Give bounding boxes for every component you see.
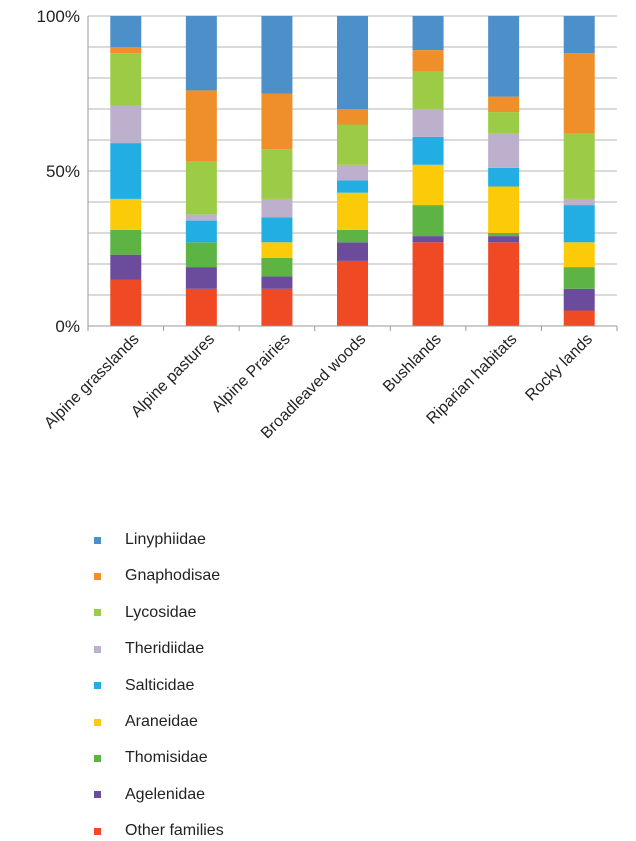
bar-segment-linyphiidae [185,16,217,91]
bar-segment-thomisidae [488,233,520,237]
bar-segment-theridiidae [488,133,520,168]
bar-segment-linyphiidae [337,16,368,109]
x-tick-label: Alpine pastures [128,331,218,421]
bar-segment-gnaphodisae [261,93,293,150]
bar-segment-other-families [185,288,217,326]
bar-segment-other-families [488,242,520,326]
bar-segment-linyphiidae [261,16,293,94]
bar-segment-lycosidae [261,149,293,199]
bar-segment-thomisidae [563,267,595,289]
bar-segment-other-families [110,279,142,326]
bar-segment-theridiidae [261,198,293,218]
bar-segment-salticidae [110,143,142,199]
bar-segment-agelenidae [185,267,217,289]
bar-segment-araneidae [337,192,368,230]
y-tick-labels: 0% 50% 100% [37,7,80,336]
bar-series [110,16,595,326]
bar-segment-agelenidae [110,254,142,280]
bar-segment-linyphiidae [488,16,520,97]
bar-segment-gnaphodisae [185,90,217,162]
bar-segment-thomisidae [412,205,444,237]
y-tick-label: 50% [46,162,80,181]
bar-segment-lycosidae [110,53,142,106]
bar-segment-theridiidae [412,109,444,137]
bar-segment-araneidae [488,186,520,233]
bar-segment-theridiidae [563,198,595,206]
bar-segment-lycosidae [488,112,520,134]
bar-segment-linyphiidae [563,16,595,54]
bar-segment-lycosidae [185,161,217,215]
bar-segment-salticidae [261,217,293,243]
axes [87,16,618,331]
bar-segment-araneidae [110,198,142,230]
bar-segment-agelenidae [261,276,293,289]
x-tick-label: Alpine Prairies [209,331,294,416]
bar-segment-thomisidae [261,257,293,277]
bar-segment-thomisidae [337,229,368,243]
bar-segment-theridiidae [185,214,217,221]
bar-segment-salticidae [563,205,595,243]
bar-segment-theridiidae [110,105,142,144]
bar-segment-linyphiidae [412,16,444,51]
x-tick-label: Bushlands [380,331,445,396]
bar-segment-other-families [337,260,368,326]
bar-segment-agelenidae [488,236,520,243]
bar-segment-thomisidae [185,242,217,268]
bar-segment-salticidae [412,136,444,165]
bar-segment-lycosidae [412,71,444,109]
y-tick-label: 100% [37,7,80,26]
bar-segment-salticidae [337,180,368,193]
bar-segment-araneidae [412,164,444,206]
y-tick-label: 0% [55,317,80,336]
bar-segment-linyphiidae [110,16,142,47]
bar-segment-lycosidae [563,133,595,199]
bar-segment-agelenidae [412,236,444,243]
bar-segment-gnaphodisae [488,96,520,113]
bar-segment-salticidae [488,167,520,187]
bar-segment-gnaphodisae [563,53,595,134]
bar-segment-agelenidae [337,242,368,261]
bar-segment-araneidae [261,242,293,258]
bar-segment-gnaphodisae [412,50,444,72]
bar-segment-theridiidae [337,164,368,181]
bar-segment-other-families [261,288,293,326]
x-tick-label: Rocky lands [522,331,596,405]
bar-segment-lycosidae [337,124,368,165]
x-tick-label: Alpine grasslands [41,331,142,432]
bar-segment-salticidae [185,220,217,243]
bar-segment-araneidae [563,242,595,268]
bar-segment-other-families [563,310,595,326]
bar-segment-agelenidae [563,288,595,311]
bar-segment-gnaphodisae [337,109,368,125]
bar-segment-gnaphodisae [110,47,142,54]
bar-segment-thomisidae [110,229,142,255]
bar-segment-other-families [412,242,444,326]
